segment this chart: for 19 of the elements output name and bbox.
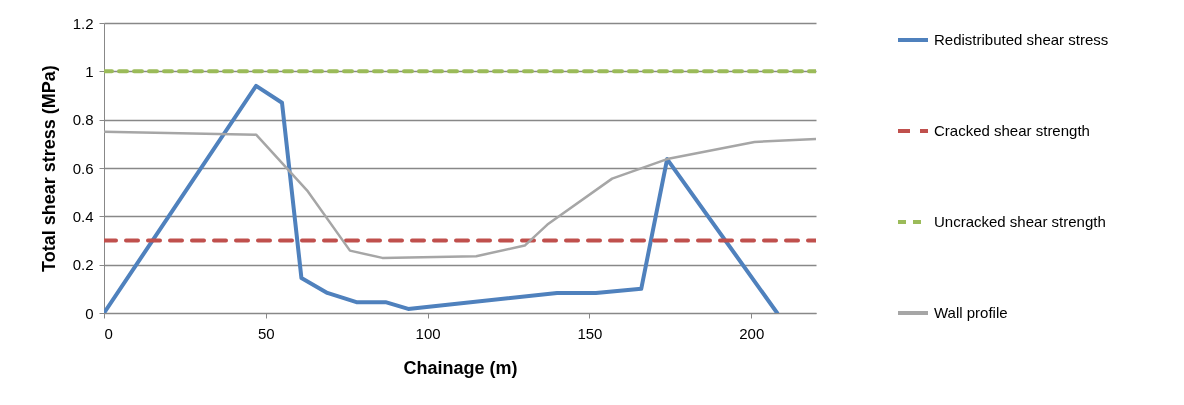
- y-axis-title: Total shear stress (MPa): [38, 65, 59, 272]
- line-series: [104, 83, 780, 313]
- legend-label: Redistributed shear stress: [934, 31, 1109, 48]
- y-tick-label: 0.6: [72, 159, 94, 177]
- y-tick-label: 0: [85, 304, 94, 322]
- legend-label: Cracked shear strength: [934, 122, 1090, 139]
- y-tick-label: 0.2: [72, 256, 94, 274]
- x-tick-label: 100: [415, 324, 441, 342]
- x-tick-label: 200: [739, 324, 765, 342]
- legend-label: Uncracked shear strength: [934, 213, 1106, 230]
- y-tick-label: 1.2: [72, 14, 94, 32]
- x-tick-label: 50: [257, 324, 275, 342]
- x-axis-title: Chainage (m): [403, 357, 518, 378]
- legend-label: Wall profile: [934, 304, 1008, 321]
- y-tick-label: 1: [85, 62, 94, 80]
- x-tick-label: 0: [104, 324, 113, 342]
- y-tick-label: 0.8: [72, 111, 94, 129]
- x-tick-label: 150: [577, 324, 603, 342]
- y-tick-label: 0.4: [72, 207, 94, 225]
